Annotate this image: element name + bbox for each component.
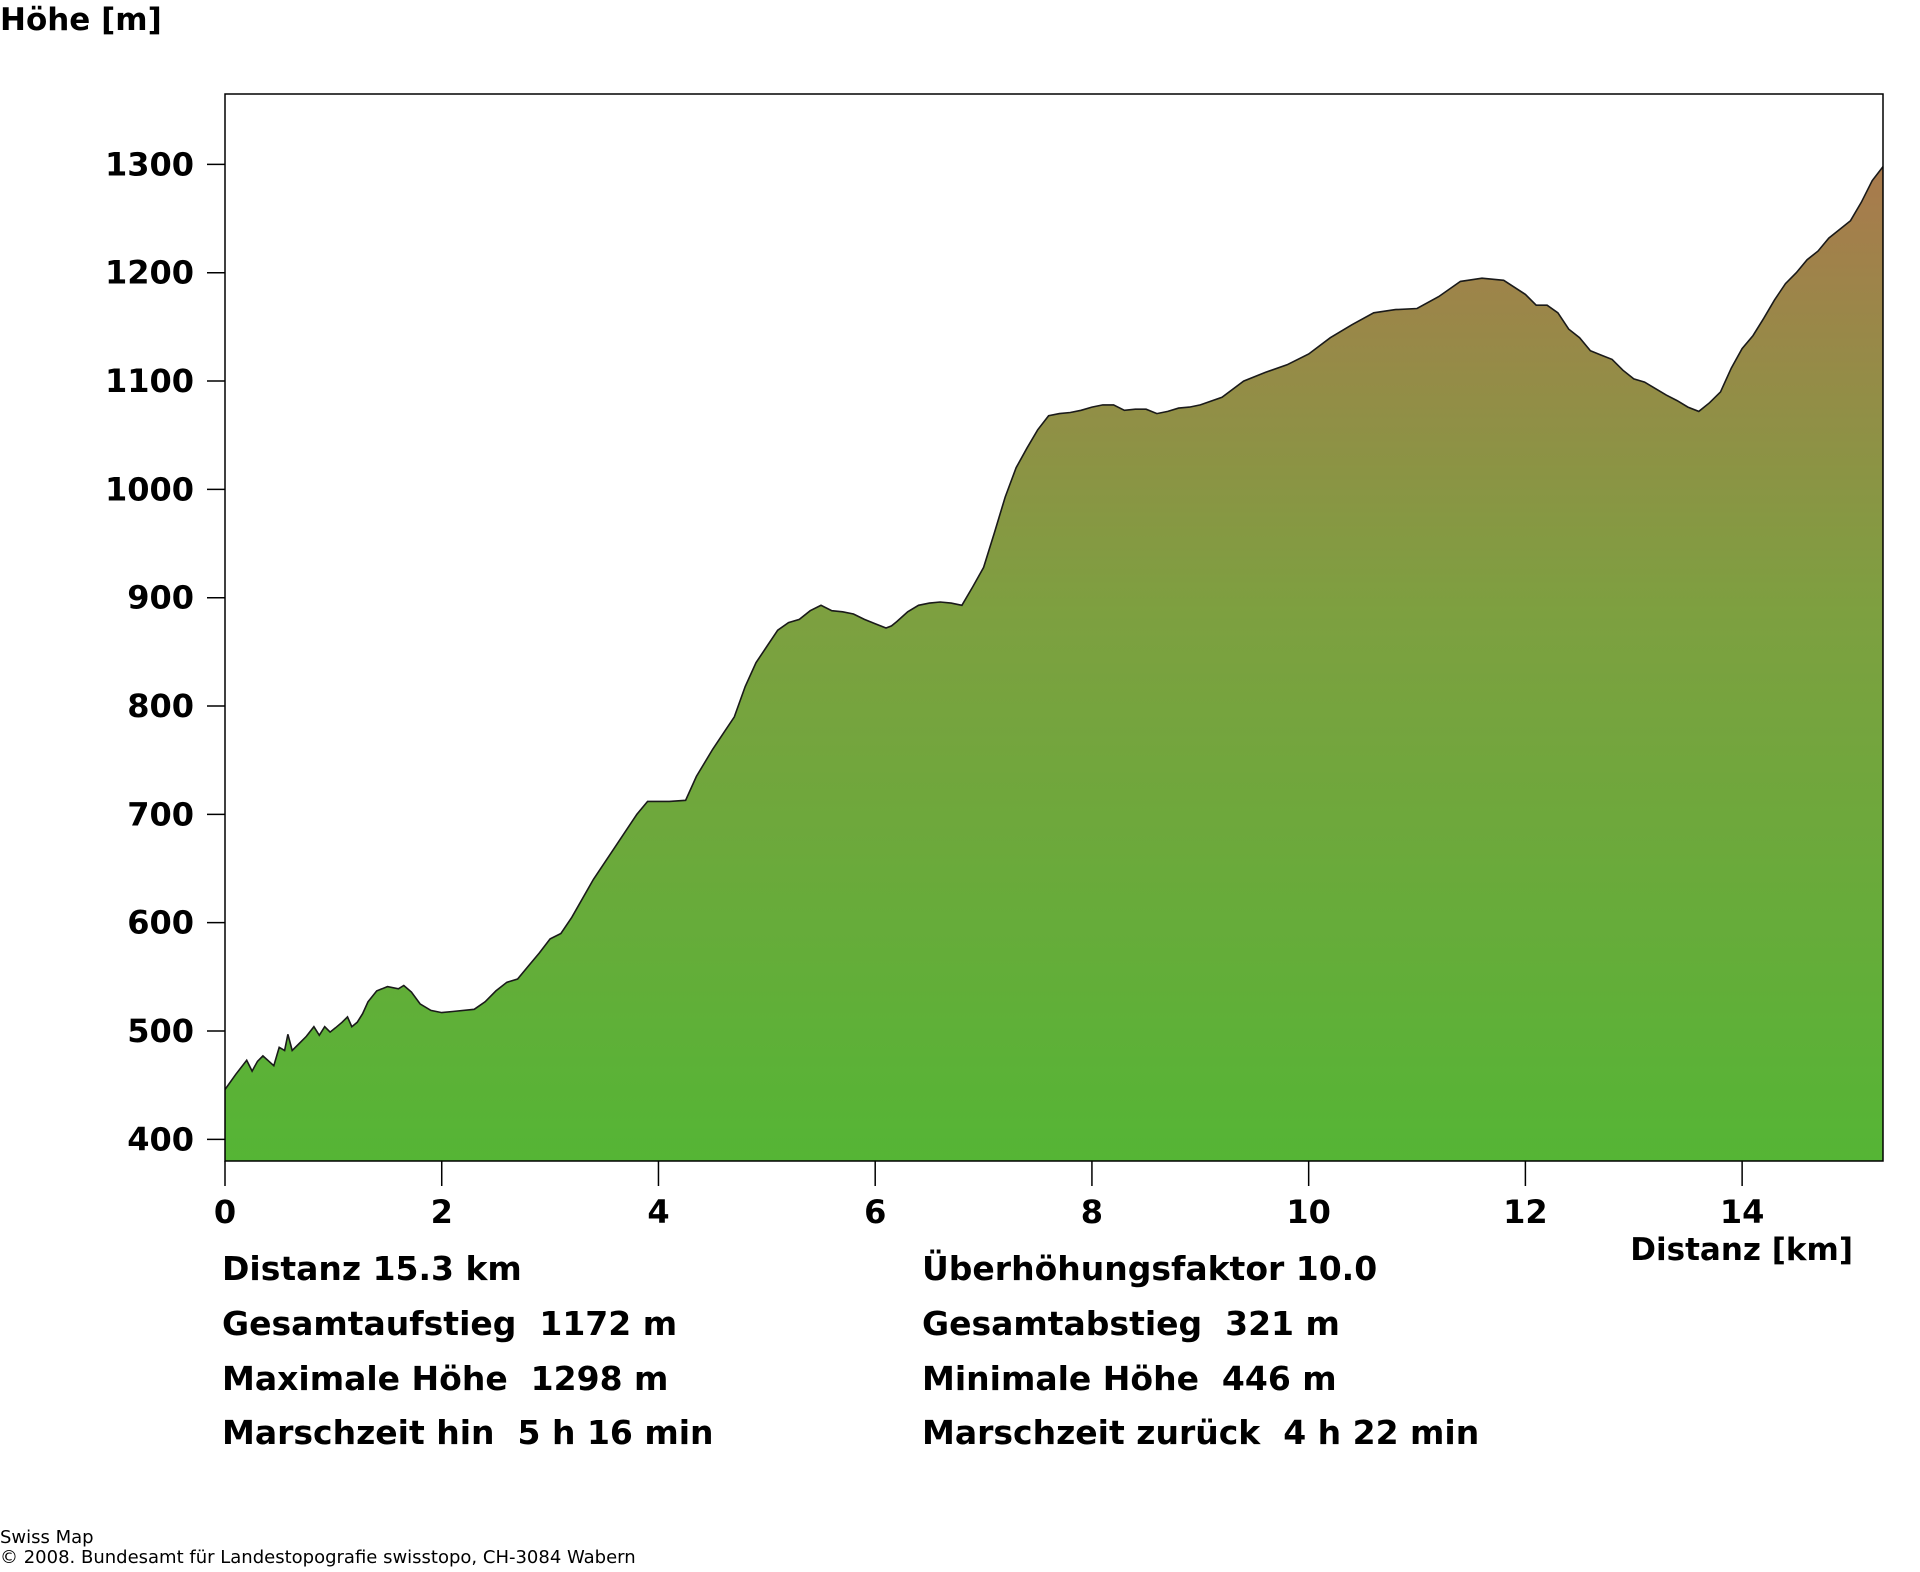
y-tick-label: 800 [127, 687, 194, 725]
elevation-profile-chart: Höhe [m] 400 500 600 700 800 900 1000 1100 1200 1… [0, 2, 1884, 1268]
x-tick-label: 4 [647, 1193, 669, 1231]
x-tick-label: 6 [864, 1193, 886, 1231]
x-tick-label: 0 [214, 1193, 236, 1231]
elevation-line [224, 166, 1884, 1090]
y-tick-label: 1200 [105, 254, 194, 292]
y-axis-title: Höhe [m] [0, 2, 162, 38]
stat-right-2: Minimale Höhe 446 m [922, 1359, 1337, 1398]
elevation-area [225, 166, 1883, 1162]
y-tick-label: 900 [127, 579, 194, 617]
y-tick-label: 1100 [105, 362, 194, 400]
footer-source: Swiss Map [0, 1527, 94, 1548]
stat-left-3: Marschzeit hin 5 h 16 min [222, 1413, 714, 1452]
y-tick-label: 400 [127, 1120, 194, 1158]
x-tick-label: 2 [431, 1193, 453, 1231]
stat-right-1: Gesamtabstieg 321 m [922, 1304, 1340, 1343]
stat-left-0: Distanz 15.3 km [222, 1249, 522, 1288]
x-tick-label: 14 [1720, 1193, 1765, 1231]
x-tick-label: 10 [1286, 1193, 1331, 1231]
stat-left-2: Maximale Höhe 1298 m [222, 1359, 669, 1398]
stat-right-3: Marschzeit zurück 4 h 22 min [922, 1413, 1480, 1452]
footer-copyright: © 2008. Bundesamt für Landestopografie s… [0, 1547, 636, 1568]
plot-frame [224, 93, 1884, 1162]
x-tick-label: 12 [1503, 1193, 1548, 1231]
y-tick-label: 700 [127, 795, 194, 833]
y-tick-label: 500 [127, 1012, 194, 1050]
y-tick-label: 1300 [105, 145, 194, 183]
y-tick-label: 1000 [105, 470, 194, 508]
stat-left-1: Gesamtaufstieg 1172 m [222, 1304, 678, 1343]
stat-right-0: Überhöhungsfaktor 10.0 [922, 1249, 1378, 1288]
x-tick-label: 8 [1081, 1193, 1103, 1231]
x-axis-title: Distanz [km] [1630, 1232, 1853, 1268]
y-tick-label: 600 [127, 904, 194, 942]
